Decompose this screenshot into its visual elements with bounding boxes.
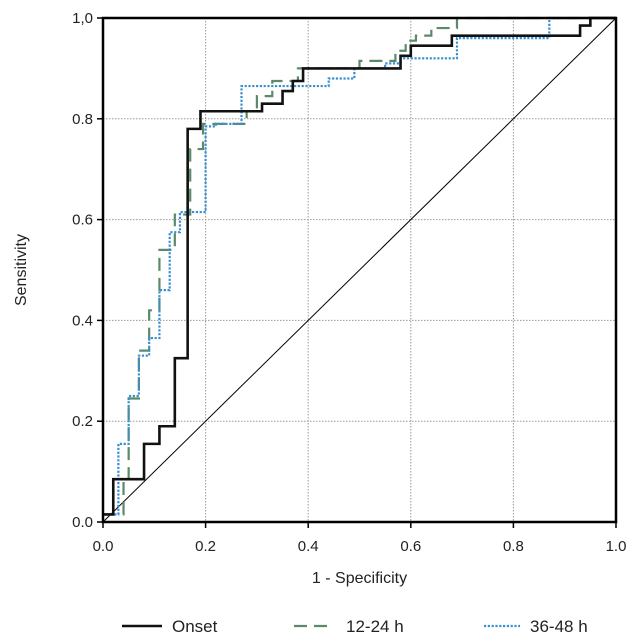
series-line-12-24-h [103,16,616,516]
x-tick-label: 0.4 [298,538,319,555]
x-axis-title: 1 - Specificity [312,570,407,587]
x-axis-ticks: 0.0 0.2 0.4 0.6 0.8 1.0 [93,522,627,555]
legend-label: 12-24 h [346,617,404,636]
y-axis-ticks: 0.0 0.2 0.4 0.6 0.8 1,0 [72,10,103,531]
x-tick-label: 0.8 [503,538,524,555]
series-group [103,16,616,516]
y-tick-label: 0.0 [72,514,93,531]
series-line-onset [103,16,616,516]
x-tick-label: 1.0 [606,538,627,555]
y-tick-label: 0.4 [72,312,93,329]
reference-line [102,17,617,523]
series-line-36-48-h [103,16,616,516]
legend: Onset 12-24 h 36-48 h [122,617,588,636]
reference-diagonal [102,17,617,523]
plot-frame [101,16,618,524]
y-tick-label: 0.2 [72,413,93,430]
x-tick-label: 0.6 [400,538,421,555]
y-axis-title: Sensitivity [13,234,30,306]
y-tick-label: 0.6 [72,212,93,229]
y-tick-label: 0.8 [72,111,93,128]
x-tick-label: 0.2 [195,538,216,555]
legend-label: 36-48 h [530,617,588,636]
y-tick-label: 1,0 [72,10,93,27]
x-tick-label: 0.0 [93,538,114,555]
legend-label: Onset [172,617,218,636]
